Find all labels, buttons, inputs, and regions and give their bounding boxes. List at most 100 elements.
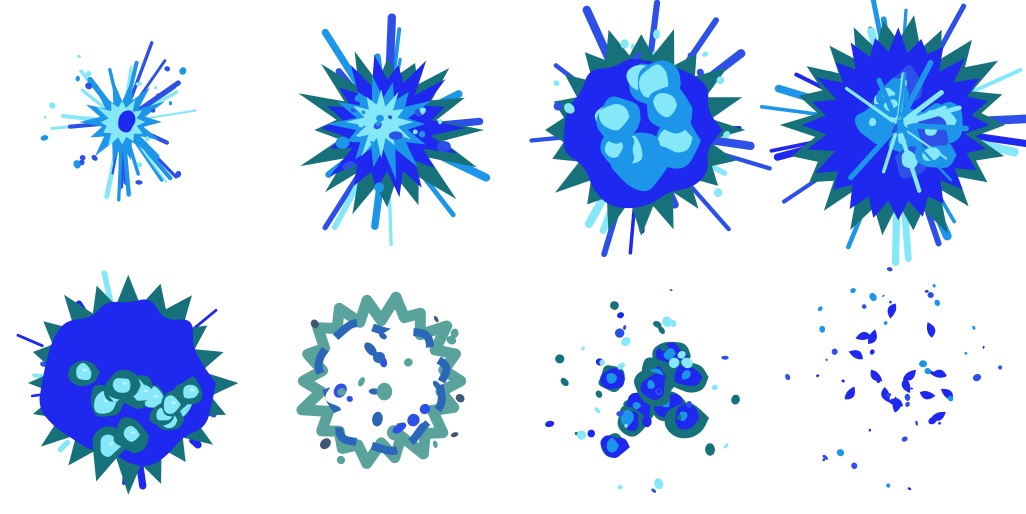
fade-droplet	[982, 346, 985, 349]
scatter-droplet	[609, 300, 620, 310]
burst-droplet	[388, 131, 402, 139]
spark-droplet	[43, 115, 47, 119]
frame-1-spark	[0, 0, 257, 257]
fade-droplet	[888, 300, 892, 304]
fade-droplet	[963, 351, 967, 355]
fade-droplet	[909, 387, 912, 389]
bubbling-burst-icon	[0, 257, 257, 514]
scatter-droplet	[705, 443, 715, 456]
fade-droplet	[885, 483, 890, 489]
scattering-droplets-icon	[513, 257, 770, 514]
spark-droplet	[90, 154, 98, 162]
scatter-droplet	[669, 289, 672, 291]
fade-droplet	[886, 266, 893, 272]
fade-crescent	[926, 321, 936, 338]
fade-droplet	[971, 373, 982, 383]
peak-highlight	[869, 118, 876, 126]
fading-droplets-icon	[770, 257, 1026, 514]
spark-droplet	[164, 66, 171, 72]
frame-5-bubbling	[0, 257, 257, 514]
fade-droplet	[881, 294, 884, 297]
bubbling-sheen	[190, 388, 195, 391]
fade-crescent	[847, 346, 865, 362]
fade-droplet	[849, 287, 856, 293]
scatter-droplet	[617, 484, 623, 490]
fade-droplet	[923, 367, 931, 375]
fade-crescent	[939, 385, 955, 403]
fade-droplet	[819, 326, 825, 333]
fade-droplet	[835, 448, 845, 458]
frame-7-scatter	[513, 257, 770, 514]
ring-fleck	[450, 431, 459, 438]
spark-droplet	[135, 180, 142, 185]
bubbling-sheen	[82, 369, 87, 372]
bloom-droplet	[713, 187, 724, 198]
scatter-droplet	[660, 345, 668, 352]
fade-crescent	[918, 389, 936, 402]
frame-6-ring	[257, 257, 514, 514]
scatter-droplet	[594, 389, 603, 399]
fade-droplet	[926, 291, 933, 298]
frame-4-peak	[770, 0, 1026, 257]
scatter-droplet	[575, 429, 588, 442]
frame-3-bloom	[513, 0, 770, 257]
scatter-droplet	[653, 477, 664, 490]
scatter-droplet	[615, 328, 625, 338]
scatter-droplet	[544, 420, 554, 428]
scatter-droplet	[651, 488, 657, 494]
scatter-droplet	[623, 325, 627, 331]
fade-droplet	[918, 360, 926, 367]
spark-droplet	[40, 134, 49, 141]
dissipating-ring-icon	[257, 257, 514, 514]
fade-droplet	[867, 292, 877, 303]
bubbling-sheen	[131, 431, 136, 434]
bloom-droplet	[552, 79, 560, 87]
bubbling-sheen	[122, 382, 127, 385]
peak-inner-streak	[909, 126, 966, 129]
scatter-droplet	[616, 311, 625, 319]
fade-droplet	[784, 373, 791, 381]
fade-droplet	[861, 303, 867, 309]
fade-droplet	[904, 393, 911, 401]
scatter-droplet	[711, 384, 719, 392]
bubbling-sheen	[109, 442, 114, 445]
bubbling-streak	[193, 440, 198, 445]
fade-droplet	[831, 348, 837, 355]
spark-droplet	[178, 66, 188, 76]
fade-droplet	[900, 435, 908, 442]
fade-droplet	[840, 379, 844, 383]
bubbling-sheen	[171, 401, 176, 404]
spark-droplet	[48, 101, 57, 110]
scatter-droplet	[559, 376, 570, 387]
fade-droplet	[971, 325, 975, 330]
fade-droplet	[907, 487, 911, 491]
fade-droplet	[937, 422, 940, 425]
fade-droplet	[933, 299, 940, 307]
fade-droplet	[924, 290, 929, 293]
scatter-droplet	[587, 429, 595, 437]
full-burst-icon	[770, 0, 1026, 257]
bubbling-sheen	[143, 389, 148, 392]
scatter-droplet	[723, 442, 729, 449]
fade-droplet	[997, 365, 1002, 370]
frame-2-burst	[257, 0, 514, 257]
spark-droplet	[169, 101, 172, 105]
fade-droplet	[816, 305, 823, 312]
fade-crescent	[867, 368, 883, 386]
fade-crescent	[842, 385, 859, 402]
fade-droplet	[883, 321, 888, 326]
fade-droplet	[932, 284, 936, 288]
ring-fleck	[432, 315, 439, 323]
small-blue-spark-icon	[0, 0, 257, 257]
spark-droplet	[76, 54, 81, 59]
fade-droplet	[825, 358, 828, 361]
ring-fleck	[335, 454, 347, 466]
bubbling-streak	[60, 442, 67, 449]
bubbling-sheen	[153, 395, 158, 398]
scatter-droplet	[721, 356, 728, 360]
splashing-burst-icon	[257, 0, 514, 257]
fade-droplet	[914, 420, 918, 425]
fade-droplet	[904, 401, 910, 408]
fade-droplet	[868, 429, 871, 432]
